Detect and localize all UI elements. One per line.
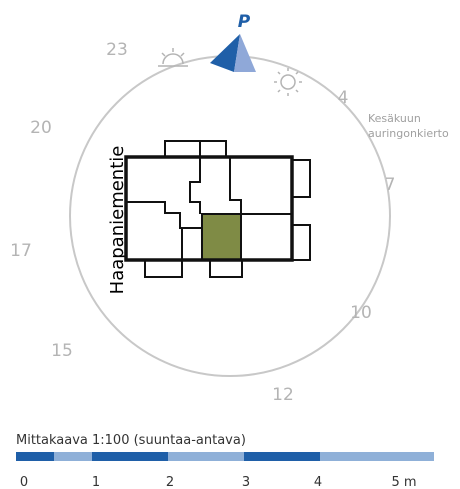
hour-label: 20 xyxy=(30,118,52,138)
street-name: Haapaniementie xyxy=(107,146,128,295)
north-label: P xyxy=(238,12,251,32)
scale-label: 1 xyxy=(92,475,100,489)
scale-bar xyxy=(16,452,434,461)
north-arrow xyxy=(210,34,240,72)
scale-label: 4 xyxy=(314,475,322,489)
scale-label: 2 xyxy=(166,475,174,489)
hour-label: 17 xyxy=(10,241,32,261)
hour-label: 7 xyxy=(385,175,396,195)
scale-label: 5 m xyxy=(391,475,416,489)
sun-path-note: Kesäkuun xyxy=(368,112,421,125)
sun-path-note: auringonkierto xyxy=(368,127,449,140)
hour-label: 12 xyxy=(272,385,294,405)
hour-label: 10 xyxy=(350,303,372,323)
scale-label: 3 xyxy=(242,475,250,489)
building-plan xyxy=(124,140,311,278)
north-arrow xyxy=(234,34,256,72)
sunrise-icon xyxy=(158,48,188,67)
sun-icon xyxy=(274,68,302,96)
scale-label: 0 xyxy=(20,475,28,489)
hour-label: 15 xyxy=(51,341,73,361)
scale-title: Mittakaava 1:100 (suuntaa-antava) xyxy=(16,433,246,448)
hour-label: 23 xyxy=(106,40,128,60)
hour-label: 4 xyxy=(338,88,349,108)
